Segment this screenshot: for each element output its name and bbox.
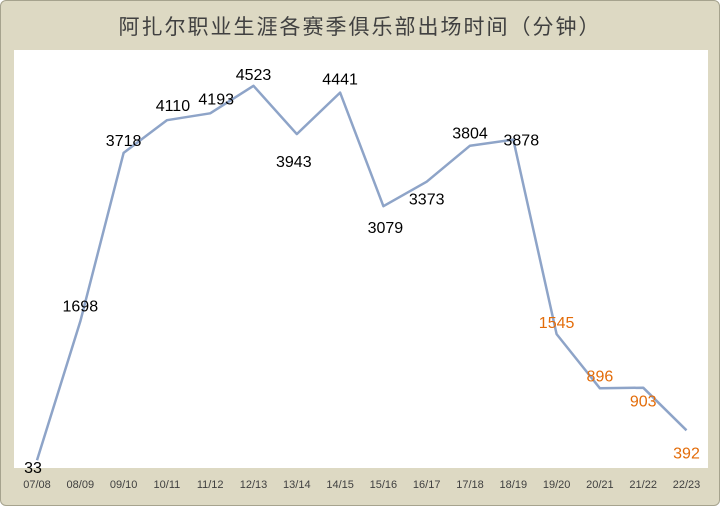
- x-tick-09-10: 09/10: [110, 479, 138, 491]
- data-label-07-08: 33: [24, 460, 42, 477]
- series-line: [35, 84, 688, 461]
- x-tick-18-19: 18/19: [500, 479, 528, 491]
- data-label-16-17: 3373: [409, 192, 445, 209]
- data-label-09-10: 3718: [106, 133, 142, 150]
- x-tick-21-22: 21/22: [629, 479, 657, 491]
- x-tick-20-21: 20/21: [586, 479, 614, 491]
- x-axis-ticks: 07/08 08/09 09/10 10/11 11/12 12/13 13/14 14/15…: [23, 479, 700, 491]
- x-tick-13-14: 13/14: [283, 479, 311, 491]
- data-label-14-15: 4441: [322, 72, 358, 89]
- x-tick-15-16: 15/16: [370, 479, 398, 491]
- data-label-15-16: 3079: [368, 220, 404, 237]
- data-label-11-12: 4193: [198, 91, 234, 108]
- x-tick-11-12: 11/12: [197, 479, 224, 491]
- data-label-12-13: 4523: [236, 67, 272, 84]
- x-tick-08-09: 08/09: [67, 479, 95, 491]
- chart-title: 阿扎尔职业生涯各赛季俱乐部出场时间（分钟）: [118, 15, 602, 39]
- x-tick-19-20: 19/20: [543, 479, 571, 491]
- data-label-10-11: 4110: [156, 98, 191, 115]
- x-tick-16-17: 16/17: [413, 479, 441, 491]
- data-label-22-23: 392: [673, 445, 700, 462]
- data-label-17-18: 3804: [452, 126, 488, 143]
- data-label-13-14: 3943: [276, 154, 312, 171]
- data-label-20-21: 896: [587, 368, 614, 385]
- data-label-18-19: 3878: [504, 133, 540, 150]
- data-label-19-20: 1545: [539, 315, 575, 332]
- plot-area: [14, 50, 708, 468]
- x-tick-14-15: 14/15: [326, 479, 354, 491]
- x-tick-07-08: 07/08: [23, 479, 51, 491]
- x-tick-17-18: 17/18: [456, 479, 484, 491]
- x-tick-22-23: 22/23: [673, 479, 701, 491]
- x-tick-10-11: 10/11: [154, 479, 181, 491]
- data-label-21-22: 903: [630, 394, 657, 411]
- data-label-08-09: 1698: [63, 298, 99, 315]
- x-tick-12-13: 12/13: [240, 479, 268, 491]
